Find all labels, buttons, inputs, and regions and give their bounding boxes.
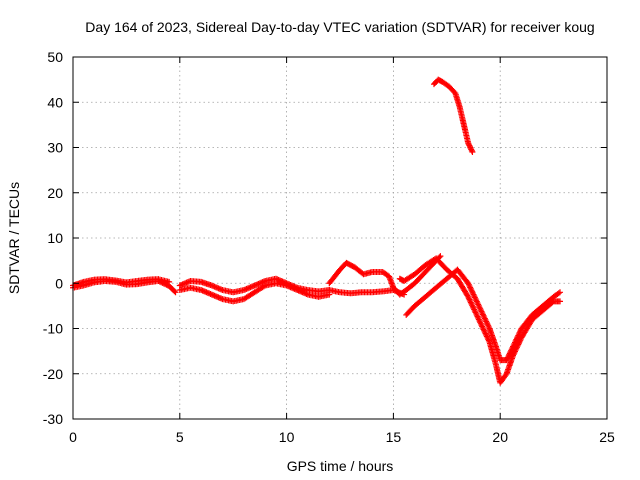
- y-tick-label: 30: [47, 140, 63, 156]
- data-point: [437, 253, 444, 260]
- data-points: [70, 76, 564, 386]
- data-point: [469, 149, 476, 156]
- data-point: [260, 283, 267, 290]
- data-point: [511, 339, 518, 346]
- data-point: [510, 352, 517, 359]
- data-point: [155, 277, 162, 284]
- y-tick-label: 20: [47, 185, 63, 201]
- data-point: [172, 289, 179, 296]
- data-series: [326, 253, 444, 298]
- y-tick-label: 50: [47, 49, 63, 65]
- data-point: [555, 290, 562, 297]
- data-point: [517, 337, 524, 344]
- x-tick-label: 20: [492, 429, 508, 445]
- data-point: [510, 342, 517, 349]
- data-point: [515, 341, 522, 348]
- data-point: [513, 345, 520, 352]
- data-point: [510, 343, 517, 350]
- data-point: [509, 344, 516, 351]
- data-series: [176, 280, 333, 305]
- data-point: [513, 344, 520, 351]
- y-tick-label: -30: [43, 411, 63, 427]
- data-point: [508, 346, 515, 353]
- data-point: [468, 147, 475, 154]
- data-point: [171, 288, 178, 295]
- data-point: [514, 342, 521, 349]
- y-tick-label: -10: [43, 321, 63, 337]
- axis-ticks: 0 5 10 15 20 25 -30 -20 -10 0 10 20 30 40 50: [43, 49, 615, 445]
- data-series: [403, 266, 564, 364]
- data-point: [557, 298, 564, 305]
- x-tick-label: 5: [176, 429, 184, 445]
- data-point: [517, 328, 524, 335]
- data-point: [515, 340, 522, 347]
- chart-title: Day 164 of 2023, Sidereal Day-to-day VTE…: [85, 19, 594, 35]
- y-tick-label: 10: [47, 230, 63, 246]
- data-point: [159, 279, 166, 286]
- data-point: [160, 280, 167, 287]
- data-point: [162, 281, 169, 288]
- data-point: [513, 335, 520, 342]
- data-point: [512, 347, 519, 354]
- data-point: [511, 349, 518, 356]
- data-series: [326, 287, 408, 298]
- data-series: [70, 277, 179, 296]
- data-point: [156, 278, 163, 285]
- x-tick-label: 0: [69, 429, 77, 445]
- x-tick-label: 25: [599, 429, 615, 445]
- data-point: [513, 336, 520, 343]
- data-point: [511, 340, 518, 347]
- data-point: [510, 351, 517, 358]
- data-series: [430, 76, 476, 156]
- data-point: [163, 281, 170, 288]
- y-tick-label: -20: [43, 366, 63, 382]
- y-tick-label: 40: [47, 94, 63, 110]
- x-axis-label: GPS time / hours: [287, 458, 394, 474]
- data-point: [511, 348, 518, 355]
- x-tick-label: 10: [279, 429, 295, 445]
- data-point: [512, 338, 519, 345]
- y-tick-label: 0: [55, 275, 63, 291]
- data-series: [396, 255, 564, 386]
- x-tick-label: 15: [386, 429, 402, 445]
- y-axis-label: SDTVAR / TECUs: [6, 182, 22, 294]
- data-point: [158, 279, 165, 286]
- data-point: [557, 289, 564, 296]
- data-point: [516, 329, 523, 336]
- data-point: [516, 338, 523, 345]
